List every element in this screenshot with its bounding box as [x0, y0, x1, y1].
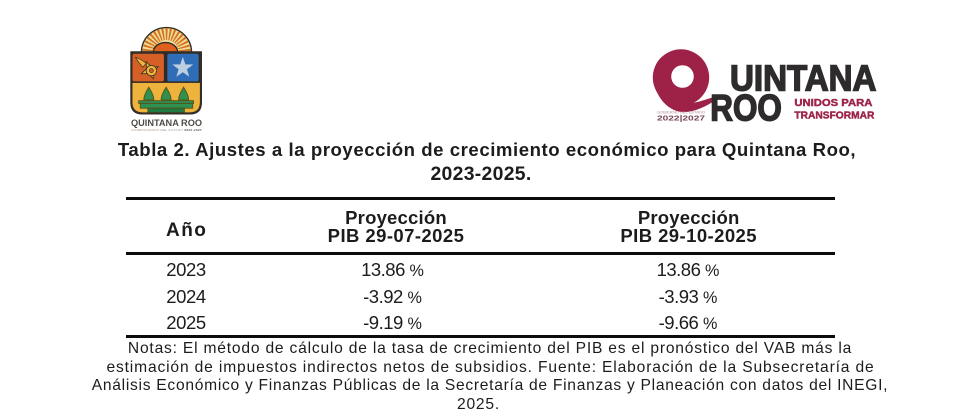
- svg-text:TRANSFORMAR: TRANSFORMAR: [794, 110, 874, 122]
- svg-text:GOBERNADORA DEL ESTADO 2022-20: GOBERNADORA DEL ESTADO 2022-2027: [131, 128, 202, 132]
- svg-text:UNIDOS PARA: UNIDOS PARA: [794, 97, 872, 109]
- svg-text:QUINTANA ROO: QUINTANA ROO: [131, 118, 202, 128]
- svg-text:UINTANA: UINTANA: [730, 59, 876, 99]
- svg-text:GOBIERNO DEL ESTADO: GOBIERNO DEL ESTADO: [657, 110, 706, 114]
- svg-text:2022|2027: 2022|2027: [657, 113, 705, 122]
- svg-text:ROO: ROO: [710, 88, 782, 126]
